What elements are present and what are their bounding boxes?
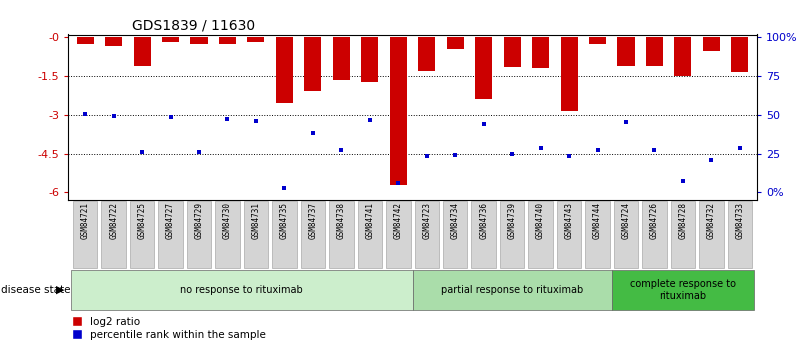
FancyBboxPatch shape xyxy=(272,201,296,268)
Bar xyxy=(646,37,663,66)
FancyBboxPatch shape xyxy=(670,201,695,268)
Text: GSM84738: GSM84738 xyxy=(337,202,346,239)
Text: GSM84744: GSM84744 xyxy=(593,202,602,239)
FancyBboxPatch shape xyxy=(386,201,411,268)
Text: GSM84739: GSM84739 xyxy=(508,202,517,239)
Text: GSM84732: GSM84732 xyxy=(707,202,716,239)
FancyBboxPatch shape xyxy=(413,270,612,310)
Text: GSM84721: GSM84721 xyxy=(81,202,90,239)
FancyBboxPatch shape xyxy=(130,201,155,268)
FancyBboxPatch shape xyxy=(357,201,382,268)
FancyBboxPatch shape xyxy=(414,201,439,268)
Bar xyxy=(589,37,606,43)
FancyBboxPatch shape xyxy=(612,270,754,310)
Bar xyxy=(702,37,720,51)
Legend: log2 ratio, percentile rank within the sample: log2 ratio, percentile rank within the s… xyxy=(74,317,266,340)
Text: no response to rituximab: no response to rituximab xyxy=(180,285,303,295)
FancyBboxPatch shape xyxy=(73,201,98,268)
Text: GSM84723: GSM84723 xyxy=(422,202,431,239)
FancyBboxPatch shape xyxy=(699,201,723,268)
Bar xyxy=(332,37,350,80)
Text: complete response to
rituximab: complete response to rituximab xyxy=(630,279,736,300)
Bar xyxy=(418,37,435,71)
Text: GSM84740: GSM84740 xyxy=(536,202,545,239)
FancyBboxPatch shape xyxy=(244,201,268,268)
Bar xyxy=(532,37,549,68)
FancyBboxPatch shape xyxy=(557,201,582,268)
Bar xyxy=(304,37,321,91)
Text: disease state: disease state xyxy=(1,285,70,295)
Text: GSM84735: GSM84735 xyxy=(280,202,289,239)
Text: GSM84730: GSM84730 xyxy=(223,202,232,239)
Bar xyxy=(618,37,634,66)
FancyBboxPatch shape xyxy=(443,201,468,268)
FancyBboxPatch shape xyxy=(215,201,239,268)
Text: GSM84722: GSM84722 xyxy=(109,202,118,239)
FancyBboxPatch shape xyxy=(500,201,525,268)
Text: GSM84725: GSM84725 xyxy=(138,202,147,239)
Text: GSM84733: GSM84733 xyxy=(735,202,744,239)
Text: GSM84729: GSM84729 xyxy=(195,202,203,239)
Bar xyxy=(361,37,378,82)
Bar xyxy=(561,37,578,111)
Bar xyxy=(248,37,264,42)
FancyBboxPatch shape xyxy=(614,201,638,268)
Bar xyxy=(674,37,691,76)
Text: GSM84737: GSM84737 xyxy=(308,202,317,239)
Text: GSM84743: GSM84743 xyxy=(565,202,574,239)
FancyBboxPatch shape xyxy=(102,201,126,268)
Text: GSM84736: GSM84736 xyxy=(479,202,488,239)
FancyBboxPatch shape xyxy=(71,270,413,310)
FancyBboxPatch shape xyxy=(586,201,610,268)
Text: ▶: ▶ xyxy=(56,285,65,295)
Bar xyxy=(475,37,493,99)
Text: GSM84724: GSM84724 xyxy=(622,202,630,239)
Bar xyxy=(504,37,521,67)
Text: GSM84742: GSM84742 xyxy=(394,202,403,239)
Bar xyxy=(105,37,123,46)
FancyBboxPatch shape xyxy=(300,201,325,268)
Text: GSM84734: GSM84734 xyxy=(451,202,460,239)
Text: partial response to rituximab: partial response to rituximab xyxy=(441,285,583,295)
Text: GSM84726: GSM84726 xyxy=(650,202,659,239)
Text: GSM84741: GSM84741 xyxy=(365,202,374,239)
Text: GSM84731: GSM84731 xyxy=(252,202,260,239)
FancyBboxPatch shape xyxy=(472,201,496,268)
FancyBboxPatch shape xyxy=(187,201,211,268)
FancyBboxPatch shape xyxy=(727,201,752,268)
FancyBboxPatch shape xyxy=(159,201,183,268)
Bar xyxy=(191,37,207,43)
FancyBboxPatch shape xyxy=(529,201,553,268)
FancyBboxPatch shape xyxy=(329,201,353,268)
FancyBboxPatch shape xyxy=(642,201,666,268)
Bar xyxy=(162,37,179,42)
Bar xyxy=(447,37,464,49)
Bar xyxy=(219,37,236,43)
Text: GSM84728: GSM84728 xyxy=(678,202,687,239)
Text: GDS1839 / 11630: GDS1839 / 11630 xyxy=(132,19,256,33)
Text: GSM84727: GSM84727 xyxy=(166,202,175,239)
Bar xyxy=(276,37,293,103)
Bar xyxy=(390,37,407,185)
Bar xyxy=(77,37,94,43)
Bar xyxy=(134,37,151,66)
Bar xyxy=(731,37,748,72)
